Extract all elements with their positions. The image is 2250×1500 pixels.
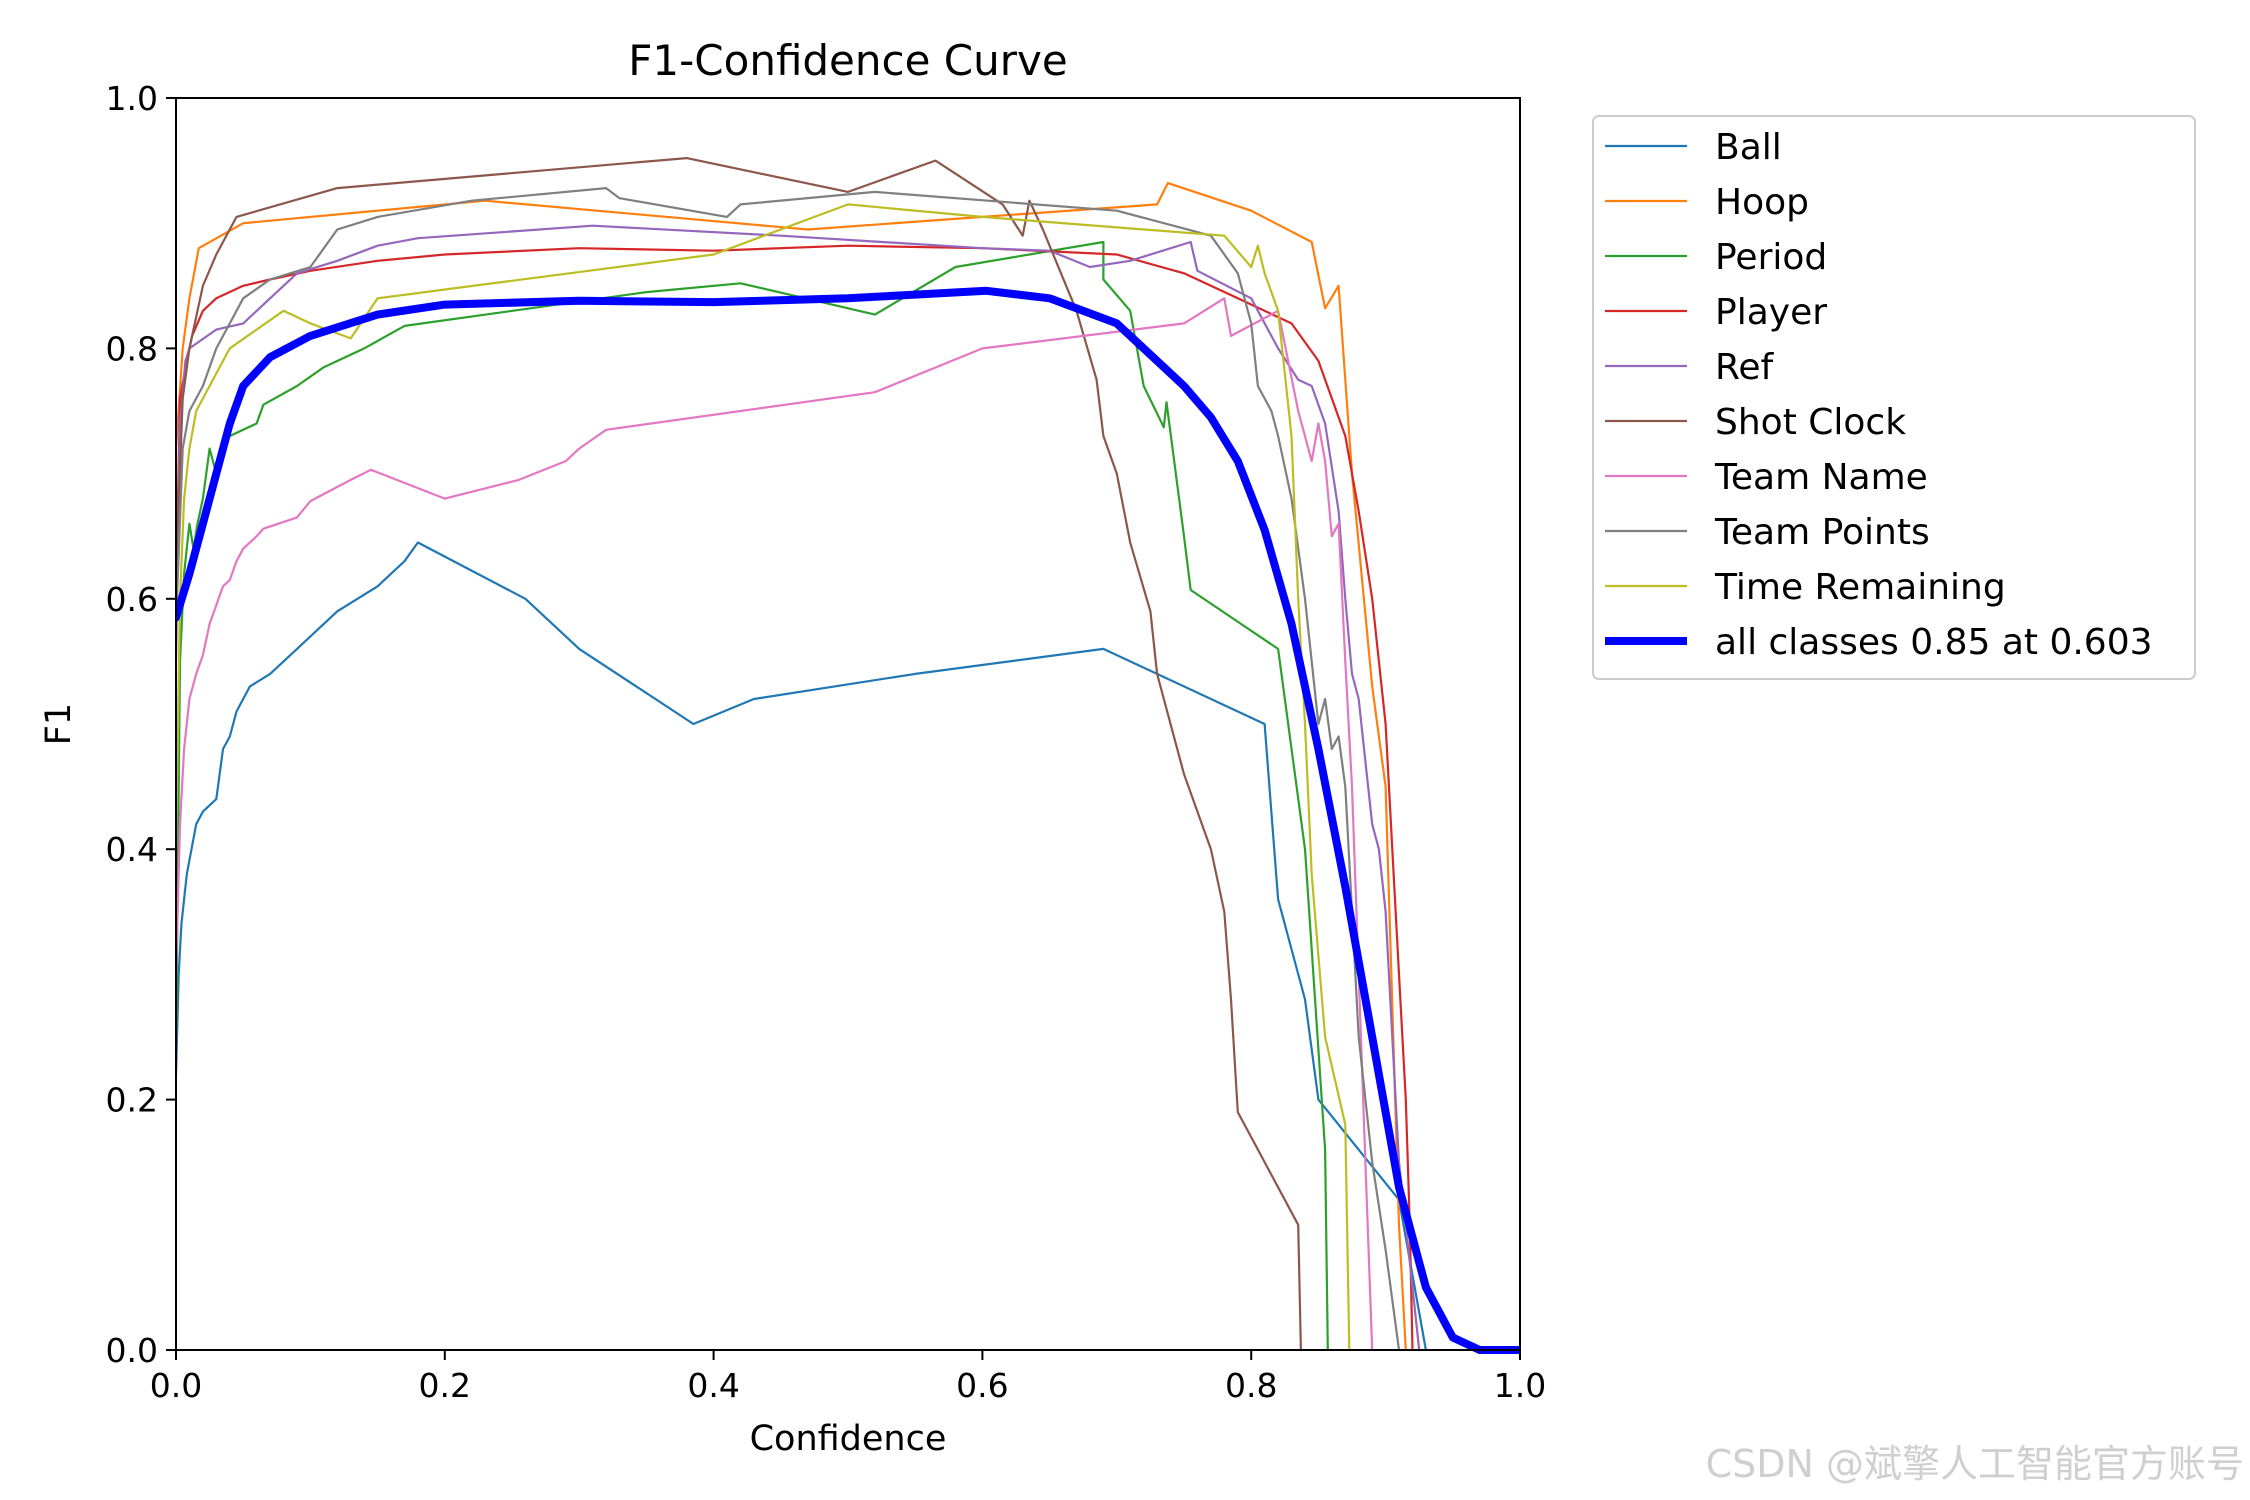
x-tick-label: 0.0	[150, 1366, 202, 1405]
legend-item: Team Points	[1605, 512, 1930, 553]
legend-item: Ball	[1605, 127, 1782, 168]
y-tick-label: 0.4	[106, 830, 158, 869]
legend-item: Team Name	[1605, 457, 1928, 498]
legend-item: Ref	[1605, 347, 1775, 388]
series-layer	[176, 157, 1520, 1354]
legend-label: Ball	[1715, 127, 1782, 168]
plot-frame	[175, 97, 1521, 1351]
y-tick-label: 0.8	[106, 329, 158, 368]
legend-item: Period	[1605, 237, 1827, 278]
legend-item: Time Remaining	[1605, 567, 2006, 608]
series-line-all-classes-0-85-at-0-603	[176, 286, 1520, 1354]
y-tick-label: 0.0	[106, 1331, 158, 1370]
legend-label: all classes 0.85 at 0.603	[1715, 622, 2153, 663]
series-line-team-name	[176, 297, 1374, 1352]
legend: Ball Hoop Period Player Ref Shot Clock Team Na…	[1592, 115, 2196, 680]
y-tick-label: 1.0	[106, 79, 158, 118]
series-line-hoop	[176, 182, 1407, 1352]
x-tick-label: 0.6	[956, 1366, 1008, 1405]
legend-item: Hoop	[1605, 182, 1809, 223]
legend-item: Player	[1605, 292, 1827, 333]
x-tick-label: 0.4	[687, 1366, 739, 1405]
series-line-period	[176, 240, 1329, 1352]
y-tick-label: 0.2	[106, 1081, 158, 1120]
y-tick-label: 0.6	[106, 580, 158, 619]
y-axis-label: F1	[39, 703, 79, 745]
legend-label: Team Name	[1714, 457, 1928, 498]
legend-item: Shot Clock	[1605, 402, 1906, 443]
chart-title: F1-Confidence Curve	[628, 36, 1067, 85]
x-tick-label: 0.2	[419, 1366, 471, 1405]
series-line-shot-clock	[176, 157, 1303, 1352]
legend-box	[1592, 115, 2196, 680]
legend-label: Ref	[1715, 347, 1775, 388]
legend-label: Shot Clock	[1715, 402, 1906, 443]
series-line-ball	[176, 541, 1428, 1352]
x-tick-label: 1.0	[1494, 1366, 1546, 1405]
legend-label: Hoop	[1715, 182, 1809, 223]
watermark: CSDN @斌擎人工智能官方账号	[1706, 1442, 2244, 1486]
legend-label: Team Points	[1714, 512, 1930, 553]
legend-item: all classes 0.85 at 0.603	[1605, 622, 2153, 663]
x-axis-label: Confidence	[750, 1419, 947, 1459]
legend-label: Period	[1715, 237, 1827, 278]
series-line-ref	[176, 224, 1421, 1352]
y-axis: 0.0 0.2 0.4 0.6 0.8 1.0	[106, 79, 176, 1370]
legend-label: Player	[1715, 292, 1827, 333]
legend-label: Time Remaining	[1714, 567, 2006, 608]
x-tick-label: 0.8	[1225, 1366, 1277, 1405]
x-axis: 0.0 0.2 0.4 0.6 0.8 1.0	[150, 1350, 1546, 1405]
